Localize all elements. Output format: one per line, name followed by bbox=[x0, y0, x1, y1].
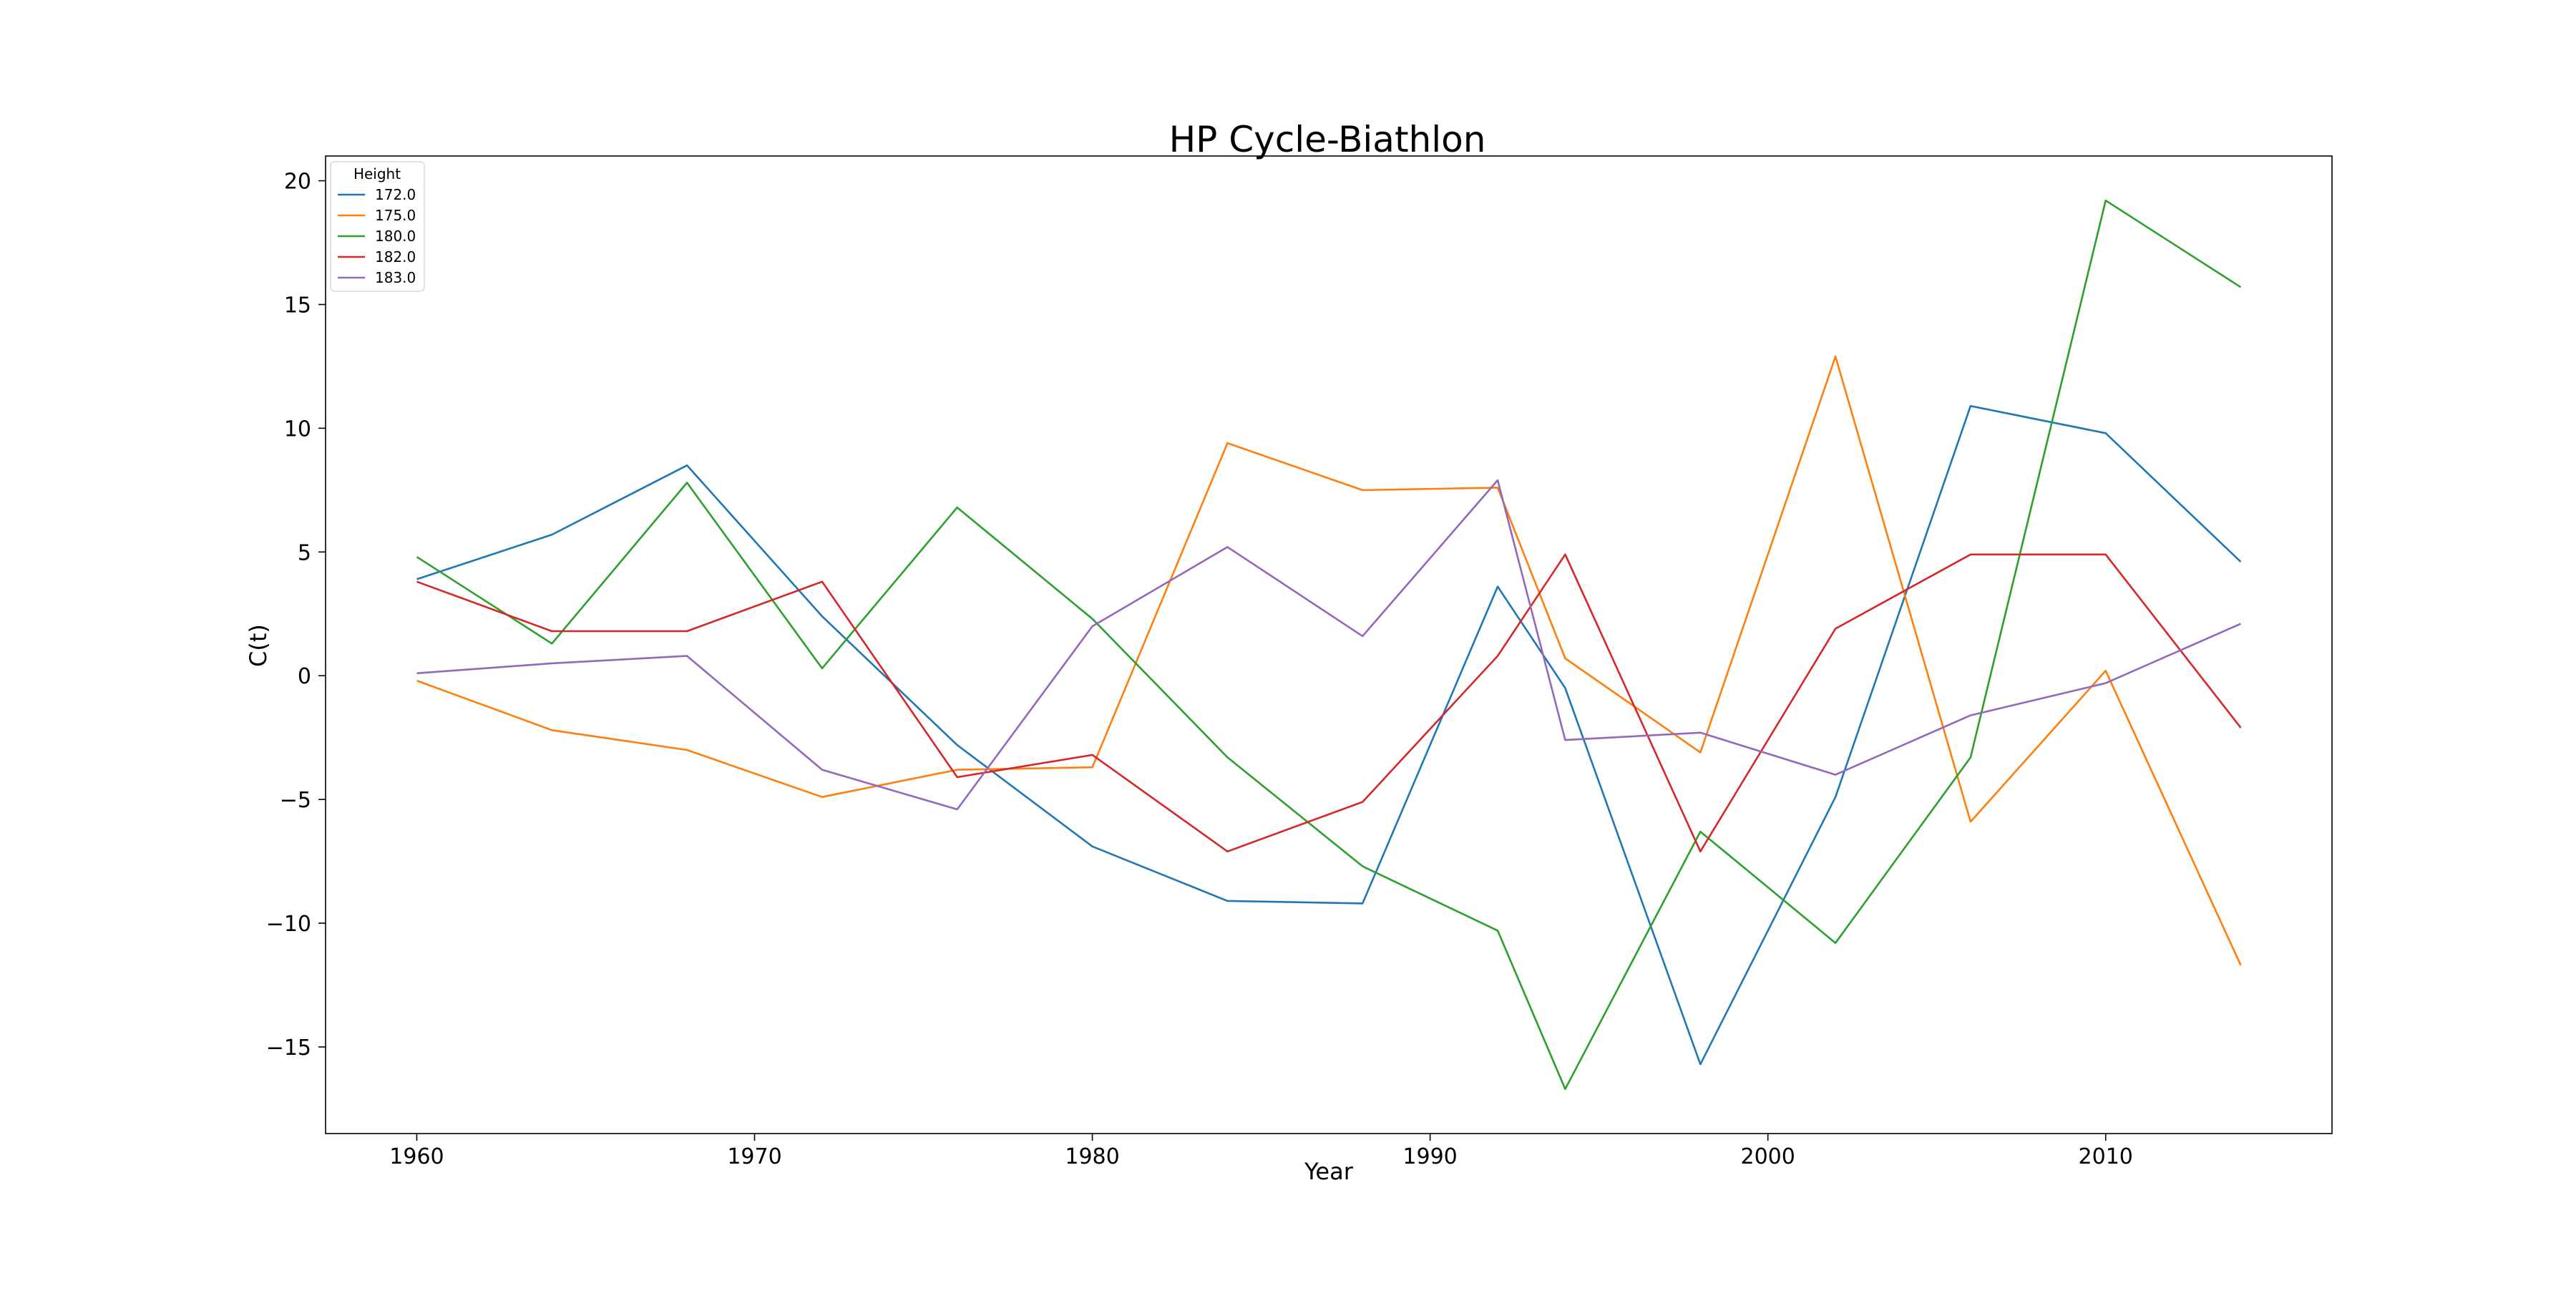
x-axis: 1960 1970 1980 1990 2000 2010 bbox=[389, 1134, 2133, 1169]
x-tick-label: 2010 bbox=[2079, 1144, 2133, 1169]
y-tick-label: 20 bbox=[284, 170, 311, 195]
y-tick-label: −15 bbox=[266, 1036, 311, 1061]
legend-label-175.0: 175.0 bbox=[375, 207, 416, 224]
y-tick-label: 10 bbox=[284, 416, 311, 442]
legend-entries: 172.0 175.0 180.0 182.0 183.0 bbox=[338, 186, 416, 286]
plot-frame bbox=[325, 155, 2333, 1134]
series-line-180.0 bbox=[416, 199, 2242, 1091]
chart-title: HP Cycle-Biathlon bbox=[1169, 119, 1486, 160]
x-tick-label: 1980 bbox=[1065, 1144, 1119, 1169]
x-axis-label: Year bbox=[1304, 1158, 1354, 1185]
y-tick-label: −10 bbox=[266, 912, 311, 937]
legend-title: Height bbox=[353, 165, 401, 182]
x-tick-label: 1970 bbox=[727, 1144, 781, 1169]
legend: Height 172.0 175.0 180.0 182.0 183.0 bbox=[330, 161, 425, 292]
y-tick-label: 5 bbox=[298, 540, 311, 565]
series-line-182.0 bbox=[416, 553, 2242, 853]
plot-lines bbox=[416, 199, 2242, 1091]
y-axis-label: C(t) bbox=[245, 624, 272, 667]
legend-label-183.0: 183.0 bbox=[375, 269, 416, 286]
y-tick-label: 15 bbox=[284, 293, 311, 318]
x-tick-label: 2000 bbox=[1740, 1144, 1795, 1169]
x-tick-label: 1960 bbox=[389, 1144, 444, 1169]
legend-label-172.0: 172.0 bbox=[375, 186, 416, 203]
x-tick-label: 1990 bbox=[1402, 1144, 1457, 1169]
series-line-172.0 bbox=[416, 404, 2242, 1066]
y-axis: 20 15 10 5 0 −5 −10 −15 bbox=[266, 170, 326, 1061]
y-tick-label: −5 bbox=[280, 788, 311, 813]
series-line-175.0 bbox=[416, 355, 2242, 966]
legend-label-180.0: 180.0 bbox=[375, 228, 416, 245]
series-line-183.0 bbox=[416, 479, 2242, 811]
legend-label-182.0: 182.0 bbox=[375, 248, 416, 265]
y-tick-label: 0 bbox=[298, 664, 311, 689]
